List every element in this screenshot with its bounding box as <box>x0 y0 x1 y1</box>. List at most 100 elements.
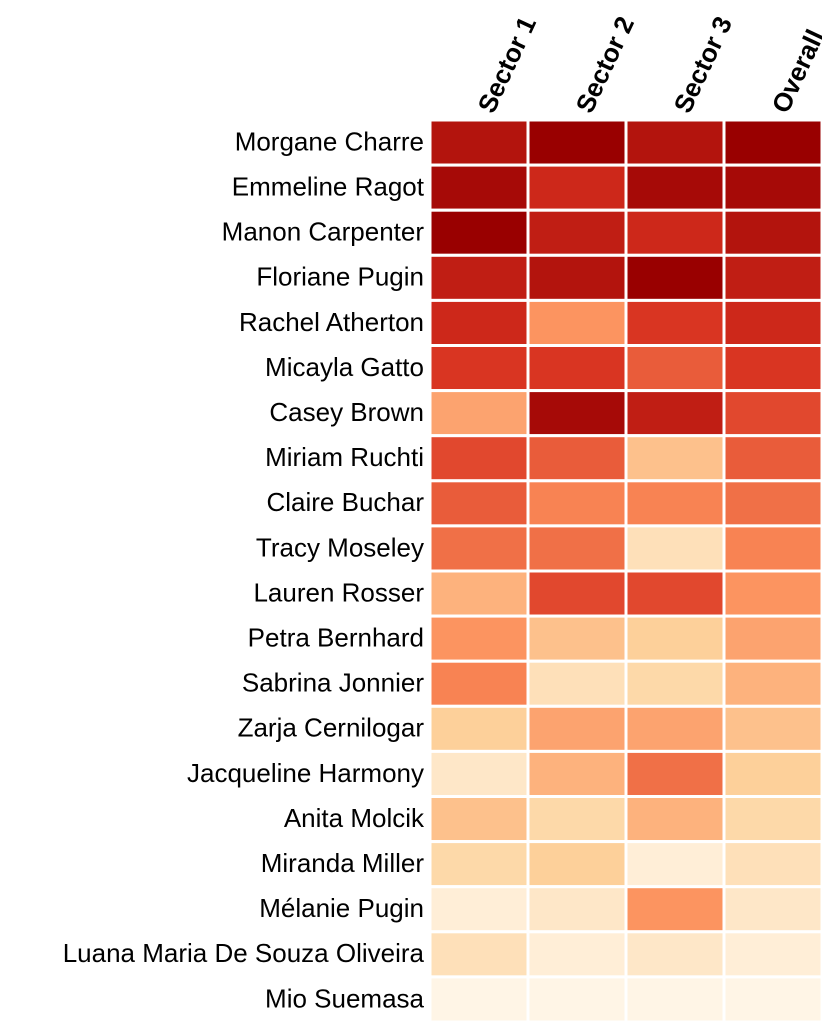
heatmap-cell <box>722 118 822 167</box>
heatmap-cell <box>722 749 822 799</box>
heatmap-cell <box>526 253 628 302</box>
row-label: Luana Maria De Souza Oliveira <box>63 938 425 968</box>
row-label: Manon Carpenter <box>222 217 425 247</box>
heatmap-cell <box>624 885 726 934</box>
heatmap-cell <box>428 659 530 708</box>
heatmap-cell <box>624 749 726 799</box>
heatmap-cell <box>722 569 822 618</box>
heatmap-cell <box>722 253 822 302</box>
heatmap-cell <box>526 885 628 934</box>
heatmap-cell <box>624 704 726 753</box>
heatmap-cell <box>722 975 822 1024</box>
row-label: Rachel Atherton <box>239 307 424 337</box>
row-label: Emmeline Ragot <box>232 172 425 202</box>
heatmap-cell <box>526 975 628 1024</box>
heatmap-cell <box>624 434 726 483</box>
row-label: Miriam Ruchti <box>265 442 424 472</box>
heatmap-cell <box>526 569 628 618</box>
heatmap-cell <box>526 434 628 483</box>
heatmap-cell <box>722 840 822 889</box>
row-label: Mio Suemasa <box>265 983 424 1013</box>
heatmap-cell <box>624 795 726 844</box>
heatmap-cell <box>428 344 530 393</box>
heatmap-cell <box>428 975 530 1024</box>
heatmap-cell <box>624 344 726 393</box>
heatmap-cell <box>428 569 530 618</box>
heatmap-cell <box>428 253 530 302</box>
heatmap-cell <box>722 795 822 844</box>
heatmap-cell <box>624 389 726 438</box>
row-label: Claire Buchar <box>266 487 424 517</box>
heatmap-cell <box>624 614 726 663</box>
heatmap-cell <box>428 795 530 844</box>
heatmap-cell <box>526 840 628 889</box>
heatmap-cell <box>428 749 530 799</box>
row-label: Lauren Rosser <box>253 577 424 607</box>
heatmap-cell <box>526 749 628 799</box>
heatmap-cell <box>526 659 628 708</box>
heatmap-cell <box>722 479 822 528</box>
row-label: Petra Bernhard <box>248 623 424 653</box>
heatmap-cell <box>428 298 530 347</box>
heatmap-cell <box>428 704 530 753</box>
heatmap-cell <box>722 885 822 934</box>
column-label: Overall <box>765 25 822 118</box>
heatmap-cell <box>526 389 628 438</box>
heatmap-cell <box>526 524 628 573</box>
row-label: Casey Brown <box>269 397 424 427</box>
heatmap-cell <box>428 614 530 663</box>
heatmap-cell <box>526 704 628 753</box>
column-label: Sector 3 <box>667 12 738 118</box>
heatmap-cell <box>526 118 628 167</box>
row-label: Sabrina Jonnier <box>242 668 424 698</box>
heatmap-cell <box>526 930 628 979</box>
heatmap-cell <box>428 118 530 167</box>
heatmap-cell <box>624 930 726 979</box>
heatmap-cell <box>722 930 822 979</box>
heatmap-cell <box>526 208 628 257</box>
column-label: Sector 2 <box>569 12 640 118</box>
heatmap-cell <box>624 118 726 167</box>
heatmap-cell <box>722 298 822 347</box>
heatmap-cell <box>624 524 726 573</box>
row-label: Floriane Pugin <box>256 262 424 292</box>
heatmap-cell <box>526 298 628 347</box>
heatmap-cell <box>722 614 822 663</box>
heatmap-cell <box>428 885 530 934</box>
heatmap-cell <box>624 479 726 528</box>
heatmap-cell <box>722 434 822 483</box>
heatmap-cell <box>624 659 726 708</box>
column-label: Sector 1 <box>471 12 542 118</box>
row-label: Anita Molcik <box>284 803 425 833</box>
heatmap-cell <box>526 479 628 528</box>
row-label: Mélanie Pugin <box>259 893 424 923</box>
heatmap-cell <box>722 163 822 212</box>
heatmap-cell <box>428 434 530 483</box>
heatmap-cell <box>722 389 822 438</box>
heatmap-cell <box>428 479 530 528</box>
heatmap-cell <box>428 163 530 212</box>
heatmap-cell <box>722 344 822 393</box>
heatmap-cell <box>722 659 822 708</box>
heatmap-cell <box>428 208 530 257</box>
heatmap-cell <box>624 163 726 212</box>
heatmap-cell <box>722 208 822 257</box>
heatmap-cell <box>526 614 628 663</box>
row-label: Tracy Moseley <box>256 532 424 562</box>
row-label: Zarja Cernilogar <box>238 713 425 743</box>
row-label: Morgane Charre <box>235 126 424 156</box>
heatmap-cell <box>428 389 530 438</box>
heatmap-cell <box>624 840 726 889</box>
heatmap-cell <box>428 930 530 979</box>
heatmap-cell <box>526 795 628 844</box>
heatmap-cell <box>428 524 530 573</box>
row-label: Miranda Miller <box>261 848 425 878</box>
heatmap-cell <box>624 253 726 302</box>
heatmap-cell <box>624 208 726 257</box>
row-label: Micayla Gatto <box>265 352 424 382</box>
heatmap-cell <box>624 298 726 347</box>
heatmap-cell <box>624 569 726 618</box>
heatmap-cell <box>722 524 822 573</box>
heatmap-cell <box>526 163 628 212</box>
